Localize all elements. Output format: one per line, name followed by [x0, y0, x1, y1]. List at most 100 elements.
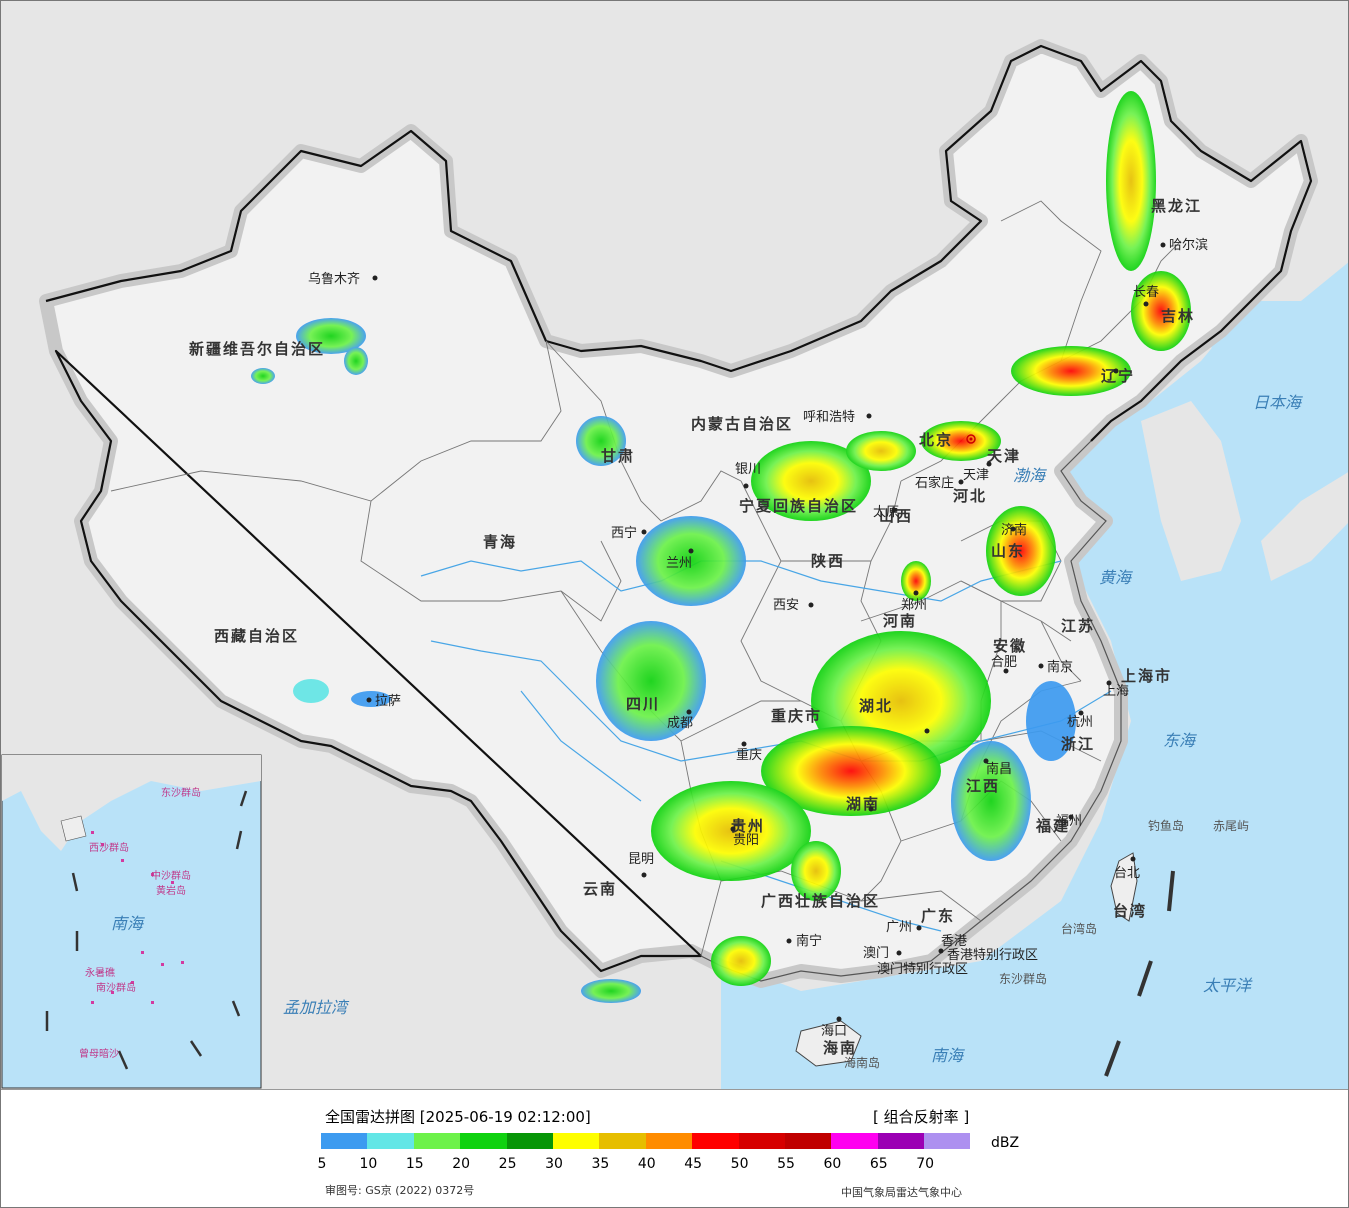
city-xian: 西安 [773, 598, 814, 613]
inset-label-zhongsha: 中沙群岛 [151, 869, 191, 882]
color-swatch [460, 1133, 507, 1149]
label-donghai: 东海 [1163, 731, 1197, 750]
label-diaoyu: 钓鱼岛 [1148, 818, 1184, 833]
svg-text:上海: 上海 [1103, 684, 1129, 699]
svg-text:重庆: 重庆 [736, 747, 762, 763]
svg-text:海口: 海口 [821, 1024, 847, 1039]
scale-tick-label: 65 [869, 1156, 888, 1172]
svg-text:福州: 福州 [1056, 814, 1082, 829]
label-tianjin: 天津 [987, 447, 1021, 465]
svg-text:郑州: 郑州 [901, 598, 927, 613]
city-hongkong: 香港 [938, 934, 967, 954]
japan-sea [1211, 301, 1348, 521]
label-henan: 河南 [883, 612, 917, 630]
color-swatch [924, 1133, 971, 1149]
label-shanxi: 山西 [879, 507, 913, 525]
color-swatch [552, 1133, 600, 1149]
product-type: [ 组合反射率 ] [873, 1108, 970, 1126]
city-zhengzhou: 郑州 [901, 590, 927, 613]
color-swatch [321, 1133, 368, 1149]
scale-tick-label: 45 [684, 1156, 703, 1172]
city-kunming: 昆明 [628, 852, 654, 878]
color-swatch [784, 1133, 832, 1149]
label-shaanxi: 陕西 [811, 552, 845, 570]
scale-tick-label: 50 [730, 1156, 749, 1172]
color-scale-bar [321, 1133, 971, 1149]
city-guiyang: 贵阳 [730, 826, 759, 848]
color-swatch [645, 1133, 693, 1149]
radar-echoes [251, 91, 1191, 1003]
china-border [45, 44, 1313, 973]
scale-tick-label: 10 [359, 1156, 378, 1172]
city-fuzhou: 福州 [1056, 814, 1082, 829]
svg-text:太原: 太原 [873, 505, 899, 520]
city-hangzhou: 杭州 [1067, 710, 1093, 730]
scale-tick-label: 35 [591, 1156, 610, 1172]
city-taiyuan: 太原 [873, 505, 899, 520]
label-guizhou: 贵州 [731, 817, 765, 835]
label-yunnan: 云南 [583, 880, 617, 898]
svg-text:贵阳: 贵阳 [733, 833, 759, 848]
label-neimenggu: 内蒙古自治区 [691, 415, 793, 433]
label-taiwan: 台湾 [1113, 902, 1147, 920]
svg-text:兰州: 兰州 [666, 556, 692, 571]
label-anhui: 安徽 [993, 637, 1027, 655]
label-bohai: 渤海 [1013, 466, 1047, 485]
city-yinchuan: 银川 [735, 462, 761, 489]
svg-text:台北: 台北 [1114, 866, 1140, 881]
inset-label-nansha: 南沙群岛 [96, 981, 136, 994]
label-japan-sea: 日本海 [1253, 393, 1303, 412]
japan-islands [1261, 472, 1348, 581]
legend-panel: 全国雷达拼图 [2025-06-19 02:12:00] [ 组合反射率 ] 5… [1, 1089, 1348, 1207]
city-shijiazhuang: 石家庄 [915, 475, 964, 491]
color-swatch [367, 1133, 414, 1149]
label-hainan-island: 海南岛 [844, 1055, 880, 1070]
label-macau-sar: 澳门特别行政区 [877, 961, 968, 977]
svg-text:长春: 长春 [1133, 285, 1159, 300]
inset-label-nanhai: 南海 [111, 914, 145, 933]
hainan-island [795, 1020, 862, 1067]
city-hefei: 合肥 [991, 655, 1017, 674]
inset-label-dongsha: 东沙群岛 [161, 786, 201, 799]
color-swatch [692, 1133, 739, 1149]
svg-text:银川: 银川 [735, 462, 761, 477]
city-changsha [868, 806, 874, 812]
label-guangxi: 广西壮族自治区 [761, 892, 880, 910]
city-taipei: 台北 [1114, 856, 1140, 881]
svg-text:天津: 天津 [963, 468, 989, 483]
city-nanchang: 南昌 [983, 758, 1012, 777]
label-xizang: 西藏自治区 [214, 627, 299, 645]
color-swatch [506, 1133, 553, 1149]
label-nanhai: 南海 [931, 1046, 965, 1065]
label-gansu: 甘肃 [601, 447, 635, 465]
inset-label-yongshu: 永暑礁 [85, 966, 115, 979]
label-taiwan-island: 台湾岛 [1061, 921, 1097, 936]
label-liaoning: 辽宁 [1101, 367, 1135, 385]
city-markers: 乌鲁木齐 拉萨 西宁 兰州 银川 呼和浩特 天津 石家庄 太原 济南 郑州 西安… [308, 237, 1208, 1039]
svg-text:广州: 广州 [886, 920, 912, 935]
label-hainan: 海南 [823, 1039, 857, 1057]
scale-tick-label: 25 [498, 1156, 517, 1172]
inset-label-huangyan: 黄岩岛 [156, 884, 186, 897]
scale-tick-label: 20 [452, 1156, 471, 1172]
label-dongsha: 东沙群岛 [999, 971, 1047, 986]
svg-text:西安: 西安 [773, 598, 799, 613]
svg-text:成都: 成都 [667, 716, 693, 731]
label-zhejiang: 浙江 [1061, 735, 1095, 753]
scale-tick-label: 70 [916, 1156, 935, 1172]
label-jiangsu: 江苏 [1061, 617, 1095, 635]
label-jilin: 吉林 [1161, 307, 1195, 325]
city-changchun: 长春 [1133, 285, 1159, 307]
city-xining: 西宁 [611, 525, 647, 541]
radar-mosaic-map[interactable]: 新疆维吾尔自治区 西藏自治区 青海 甘肃 内蒙古自治区 黑龙江 吉林 辽宁 河北… [1, 1, 1348, 1089]
label-chongqing: 重庆市 [771, 707, 822, 725]
label-hunan: 湖南 [846, 795, 880, 813]
label-xinjiang: 新疆维吾尔自治区 [189, 340, 325, 358]
south-china-sea-inset: 南海 东沙群岛 西沙群岛 中沙群岛 南沙群岛 黄岩岛 曾母暗沙 永暑礁 [1, 754, 262, 1089]
city-lhasa: 拉萨 [366, 694, 401, 709]
scale-tick-label: 60 [823, 1156, 842, 1172]
scale-tick-label: 15 [405, 1156, 424, 1172]
city-jinan: 济南 [1001, 522, 1027, 538]
svg-text:南昌: 南昌 [986, 761, 1012, 777]
map-approval-number: 审图号: GS京 (2022) 0372号 [325, 1184, 475, 1197]
